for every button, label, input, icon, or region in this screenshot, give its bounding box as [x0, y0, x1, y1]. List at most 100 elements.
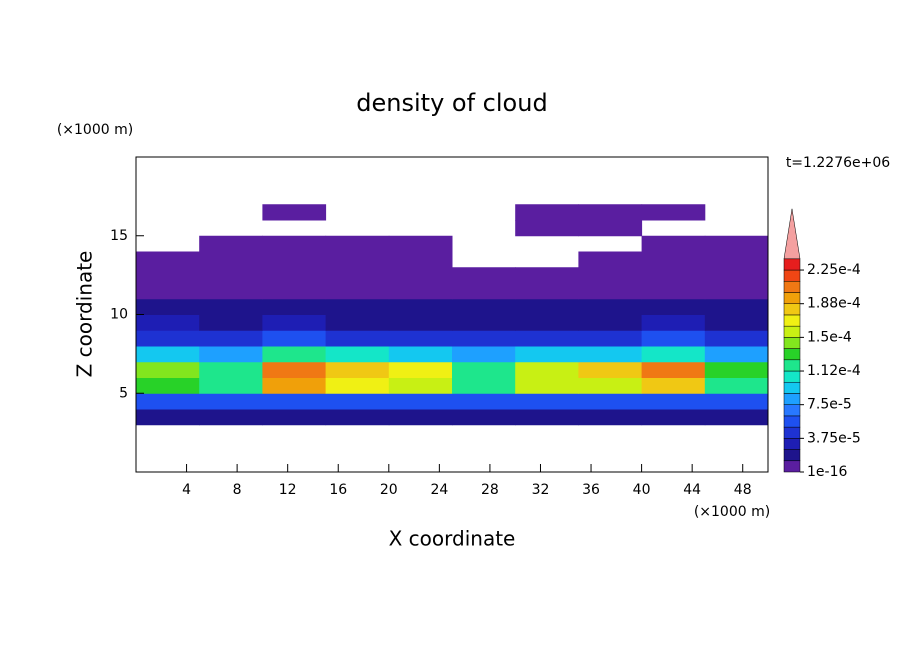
- contour-cell: [515, 298, 579, 315]
- contour-cell: [136, 361, 200, 378]
- contour-cell: [452, 330, 516, 347]
- contour-cell: [641, 251, 706, 268]
- contour-cell: [388, 235, 453, 252]
- contour-cell: [578, 314, 643, 331]
- contour-cell: [136, 377, 200, 394]
- contour-cell: [199, 377, 263, 394]
- y-unit: (×1000 m): [57, 122, 133, 138]
- chart-title: density of cloud: [356, 89, 547, 117]
- contour-cell: [452, 409, 516, 426]
- contour-cell: [199, 361, 263, 378]
- contour-cell: [325, 251, 390, 268]
- contour-cell: [641, 361, 706, 378]
- contour-cell: [641, 346, 706, 363]
- contour-cell: [136, 267, 200, 284]
- contour-cell: [388, 298, 453, 315]
- contour-cell: [388, 393, 453, 410]
- contour-cell: [515, 377, 579, 394]
- contour-cell: [262, 235, 327, 252]
- contour-cell: [136, 298, 200, 315]
- colorbar-label: 7.5e-5: [807, 397, 852, 413]
- contour-cell: [388, 283, 453, 300]
- contour-cell: [452, 283, 516, 300]
- contour-cell: [262, 361, 327, 378]
- contour-cell: [325, 283, 390, 300]
- colorbar-box: [783, 314, 801, 327]
- contour-cell: [325, 377, 390, 394]
- contour-cell: [388, 361, 453, 378]
- x-tick-label: 20: [380, 482, 398, 498]
- colorbar-label: 1.88e-4: [807, 296, 861, 312]
- contour-cell: [641, 377, 706, 394]
- contour-cell: [325, 361, 390, 378]
- contour-cell: [641, 330, 706, 347]
- contour-cell: [262, 251, 327, 268]
- contour-cell: [325, 298, 390, 315]
- contour-cell: [578, 283, 643, 300]
- contour-cell: [578, 220, 643, 237]
- contour-cell: [262, 314, 327, 331]
- colorbar-triangle: [783, 208, 801, 260]
- contour-cell: [578, 298, 643, 315]
- colorbar-label: 1.5e-4: [807, 329, 852, 345]
- colorbar-box: [783, 303, 801, 316]
- contour-cell: [199, 330, 263, 347]
- contour-cell: [578, 409, 643, 426]
- contour-cell: [136, 346, 200, 363]
- contour-cell: [388, 251, 453, 268]
- colorbar-box: [783, 269, 801, 282]
- contour-cell: [325, 393, 390, 410]
- x-tick-label: 12: [279, 482, 297, 498]
- contour-cell: [199, 393, 263, 410]
- contour-cell: [578, 204, 643, 221]
- colorbar-box: [783, 258, 801, 271]
- contour-cell: [199, 346, 263, 363]
- contour-cell: [136, 283, 200, 300]
- contour-cell: [641, 393, 706, 410]
- x-tick-label: 44: [683, 482, 701, 498]
- x-tick-label: 40: [633, 482, 651, 498]
- contour-cell: [199, 314, 263, 331]
- y-tick-label: 10: [110, 307, 128, 323]
- contour-cell: [325, 346, 390, 363]
- contour-cell: [388, 314, 453, 331]
- contour-cell: [704, 251, 769, 268]
- contour-cell: [704, 409, 769, 426]
- contour-cell: [199, 267, 263, 284]
- contour-cell: [325, 330, 390, 347]
- contour-cell: [136, 409, 200, 426]
- contour-cell: [388, 346, 453, 363]
- contour-cell: [641, 267, 706, 284]
- contour-cell: [262, 298, 327, 315]
- colorbar-box: [783, 393, 801, 405]
- contour-cell: [704, 267, 769, 284]
- colorbar-box: [783, 438, 801, 450]
- contour-cell: [199, 251, 263, 268]
- contour-cell: [388, 267, 453, 284]
- contour-cell: [199, 235, 263, 252]
- contour-cell: [515, 204, 579, 221]
- colorbar-box: [783, 337, 801, 349]
- x-axis-label: X coordinate: [389, 527, 516, 551]
- contour-cell: [641, 409, 706, 426]
- contour-cell: [641, 235, 706, 252]
- contour-cell: [325, 409, 390, 426]
- contour-cell: [452, 346, 516, 363]
- contour-cell: [136, 314, 200, 331]
- colorbar-box: [783, 348, 801, 361]
- contour-cell: [704, 314, 769, 331]
- contour-cell: [515, 283, 579, 300]
- contour-cell: [325, 314, 390, 331]
- contour-cell: [262, 346, 327, 363]
- contour-cell: [578, 346, 643, 363]
- contour-cell: [515, 220, 579, 237]
- colorbar-box: [783, 292, 801, 304]
- contour-cell: [452, 361, 516, 378]
- contour-cell: [578, 251, 643, 268]
- contour-cell: [136, 251, 200, 268]
- colorbar-box: [783, 404, 801, 417]
- contour-cell: [452, 393, 516, 410]
- contour-cell: [136, 393, 200, 410]
- y-tick-label: 15: [110, 228, 128, 244]
- colorbar-box: [783, 426, 801, 439]
